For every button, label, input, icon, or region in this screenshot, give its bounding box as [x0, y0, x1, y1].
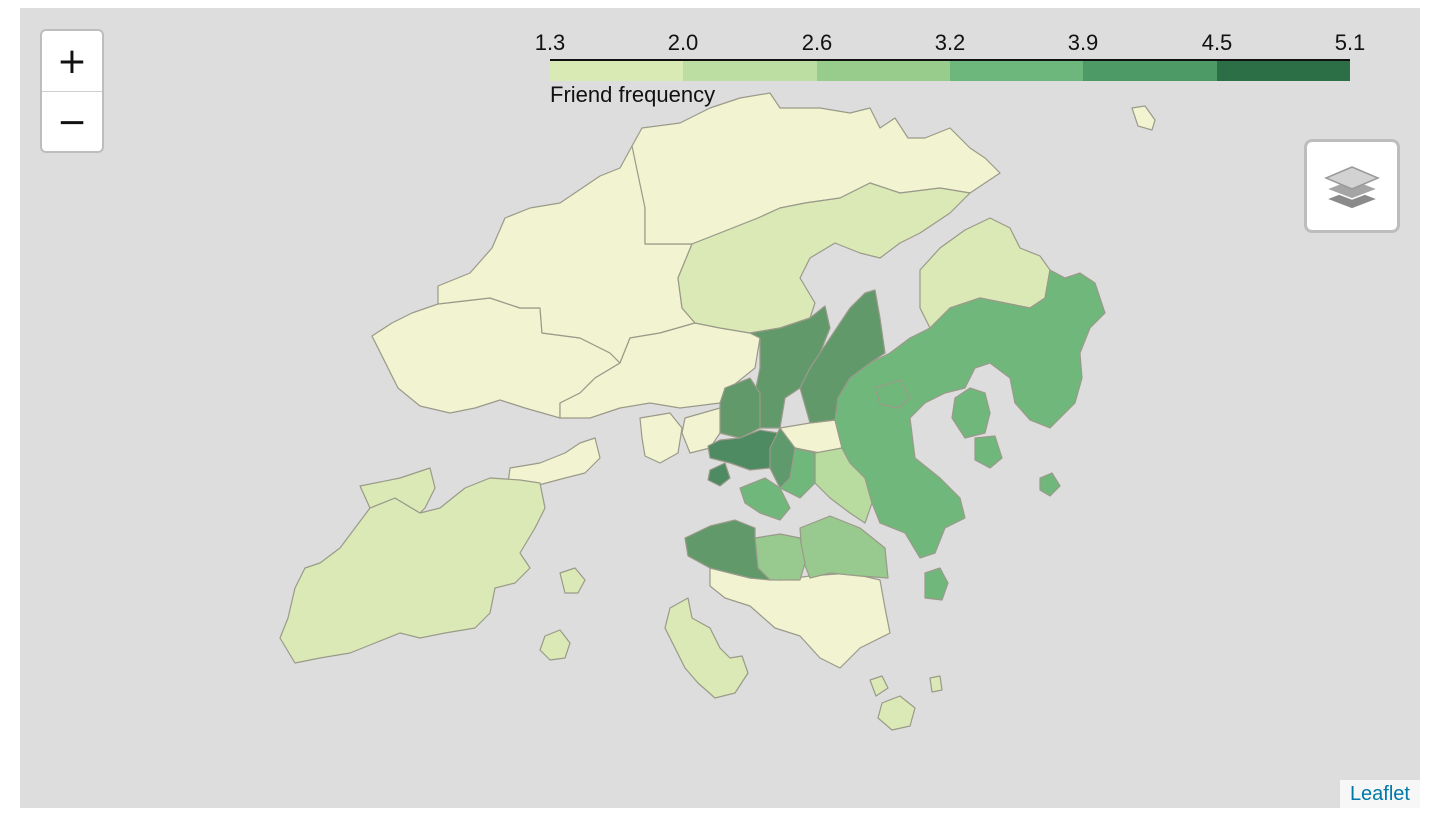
- zoom-in-button[interactable]: +: [42, 31, 102, 92]
- district-tseung-kwan-o-fringe[interactable]: [874, 379, 911, 409]
- layers-icon: [1324, 166, 1380, 210]
- district-sai-kung[interactable]: [834, 269, 1106, 559]
- legend-tick: 5.1: [1334, 30, 1366, 55]
- district-ma-on-shan[interactable]: [799, 289, 886, 424]
- choropleth-map[interactable]: [20, 8, 1420, 808]
- island-northeast-1[interactable]: [1131, 105, 1156, 131]
- legend-tick: 2.0: [667, 30, 699, 55]
- island-south-small[interactable]: [869, 675, 889, 697]
- island-sai-kung-b[interactable]: [974, 435, 1003, 469]
- district-eastern[interactable]: [799, 515, 889, 579]
- zoom-out-button[interactable]: −: [56, 101, 88, 143]
- legend-title: Friend frequency: [550, 82, 716, 107]
- layers-control-button[interactable]: [1304, 139, 1400, 233]
- legend-swatch: [550, 61, 684, 81]
- island-sai-kung-d[interactable]: [1039, 472, 1061, 497]
- leaflet-attribution-link[interactable]: Leaflet: [1339, 780, 1420, 808]
- legend-swatch: [816, 61, 950, 81]
- legend-tick: 3.2: [934, 30, 966, 55]
- island-lamma[interactable]: [664, 597, 749, 699]
- island-cheung-chau[interactable]: [539, 629, 571, 661]
- legend-tick: 1.3: [534, 30, 566, 55]
- island-po-toi[interactable]: [877, 695, 916, 731]
- legend-axis-line: [550, 59, 1350, 61]
- island-sai-kung-c[interactable]: [924, 567, 949, 601]
- legend-swatch: [949, 61, 1084, 81]
- island-east-small[interactable]: [929, 675, 943, 693]
- district-southern[interactable]: [709, 567, 891, 669]
- map-container[interactable]: 1.3 2.0 2.6 3.2 3.9 4.5 5.1 Friend frequ…: [20, 8, 1420, 808]
- district-islands-lantau[interactable]: [279, 477, 546, 664]
- district-lantau-north[interactable]: [359, 467, 436, 514]
- district-wong-tai-sin-core[interactable]: [769, 427, 796, 489]
- legend-tick: 4.5: [1201, 30, 1233, 55]
- legend-tick: 2.6: [801, 30, 833, 55]
- legend-swatch: [1083, 61, 1217, 81]
- zoom-control: + −: [40, 29, 104, 153]
- district-tai-po[interactable]: [677, 182, 971, 334]
- legend-tick: 3.9: [1067, 30, 1099, 55]
- legend-swatch: [683, 61, 817, 81]
- legend-color-bar: [550, 61, 1350, 81]
- island-peng-chau[interactable]: [559, 567, 586, 594]
- district-kwai-tsing[interactable]: [639, 412, 683, 464]
- district-sha-tin-west[interactable]: [719, 377, 761, 439]
- district-kowloon-west-small[interactable]: [707, 462, 731, 487]
- legend: 1.3 2.0 2.6 3.2 3.9 4.5 5.1 Friend frequ…: [530, 30, 1370, 110]
- district-lantau-north-east[interactable]: [507, 437, 601, 487]
- legend-swatch: [1216, 61, 1350, 81]
- district-central-western[interactable]: [684, 519, 771, 581]
- district-kowloon-city[interactable]: [739, 477, 791, 521]
- island-sai-kung-a[interactable]: [951, 387, 991, 439]
